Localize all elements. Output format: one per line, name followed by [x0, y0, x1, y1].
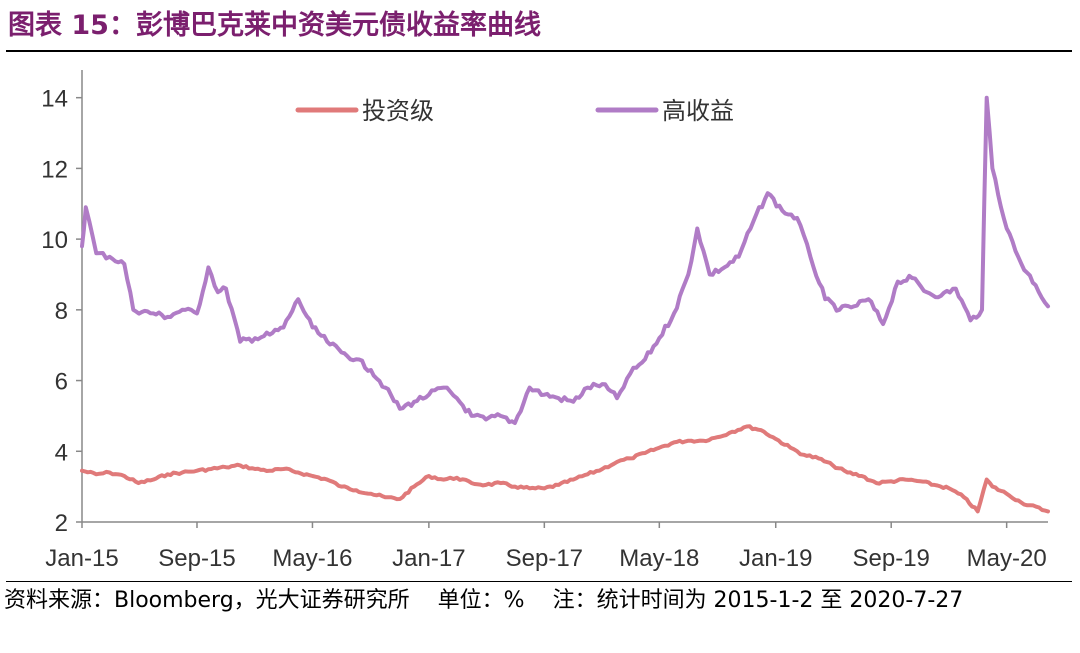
- chart-legend: 投资级 高收益: [295, 97, 734, 125]
- y-tick-label: 8: [55, 298, 68, 325]
- y-tick-label: 4: [55, 439, 68, 466]
- y-tick-label: 6: [55, 369, 68, 396]
- legend-label: 投资级: [362, 97, 434, 125]
- x-tick-label: Sep-17: [506, 545, 583, 572]
- x-tick-label: Sep-15: [158, 545, 235, 572]
- chart-footnote: 资料来源：Bloomberg，光大证券研究所 单位：% 注：统计时间为 2015…: [4, 584, 1074, 618]
- yield-line-chart: 2 4 6 8 10 12 14 Jan-15 Sep-15 May-16 Jan-17 Sep-17…: [41, 70, 1050, 572]
- unit-text: 单位：%: [437, 588, 525, 613]
- x-tick-label: Sep-19: [853, 545, 930, 572]
- x-tick-label: Jan-17: [392, 545, 465, 572]
- date-range-note: 注：统计时间为 2015-1-2 至 2020-7-27: [552, 588, 964, 613]
- x-tick-label: Jan-19: [739, 545, 812, 572]
- title-text: 彭博巴克莱中资美元债收益率曲线: [135, 10, 541, 41]
- footer-divider: [6, 581, 1072, 582]
- title-divider: [6, 50, 1072, 52]
- x-tick-label: May-20: [967, 545, 1047, 572]
- chart-title: 图表 15：彭博巴克莱中资美元债收益率曲线: [8, 6, 541, 46]
- y-tick-label: 10: [41, 227, 68, 254]
- y-tick-label: 2: [55, 510, 68, 537]
- y-tick-label: 14: [41, 86, 68, 113]
- x-tick-label: May-18: [619, 545, 699, 572]
- series-line-investment-grade: [80, 424, 1050, 514]
- x-tick-label: Jan-15: [45, 545, 118, 572]
- series-line-high-yield: [80, 95, 1050, 425]
- source-text: 资料来源：Bloomberg，光大证券研究所: [4, 588, 410, 613]
- chart-lines: [80, 95, 1050, 514]
- legend-label: 高收益: [662, 97, 734, 125]
- title-prefix: 图表 15：: [8, 10, 136, 41]
- x-tick-label: May-16: [272, 545, 352, 572]
- chart-axes: 2 4 6 8 10 12 14 Jan-15 Sep-15 May-16 Jan-17 Sep-17…: [41, 70, 1048, 572]
- y-tick-label: 12: [41, 156, 68, 183]
